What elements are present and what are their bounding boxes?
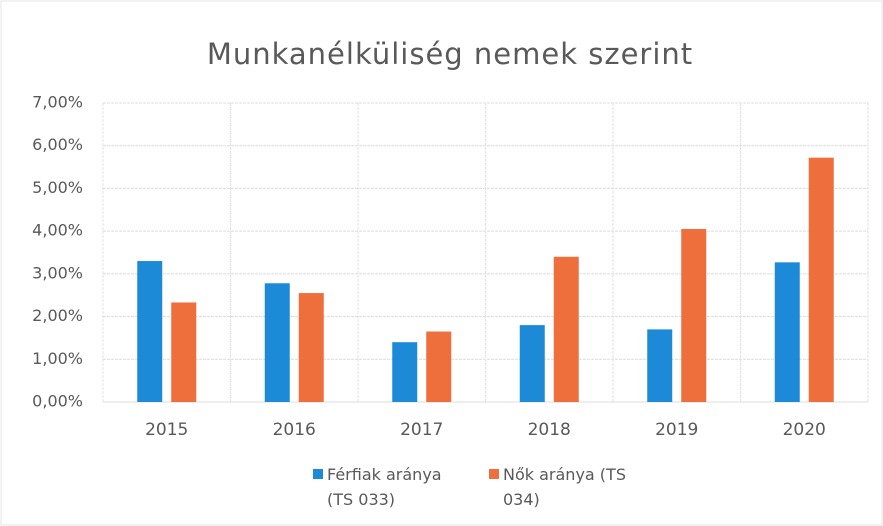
chart-title: Munkanélküliség nemek szerint — [207, 37, 693, 71]
x-tick-label: 2019 — [655, 420, 698, 440]
bar — [171, 302, 197, 402]
bar — [298, 293, 324, 402]
y-tick-label: 1,00% — [32, 349, 83, 368]
legend-item: Férfiak aránya (TS 033) — [313, 462, 467, 512]
y-tick-label: 6,00% — [32, 135, 83, 154]
legend-swatch — [313, 469, 323, 479]
y-tick-label: 3,00% — [32, 263, 83, 282]
legend-label: Nők aránya (TS 034) — [503, 465, 626, 509]
bar — [392, 342, 418, 402]
bar — [774, 262, 800, 402]
y-tick-label: 2,00% — [32, 306, 83, 325]
x-tick-label: 2018 — [528, 420, 571, 440]
bar — [808, 157, 834, 402]
legend-item: Nők aránya (TS 034) — [489, 462, 643, 512]
bar — [681, 229, 707, 402]
y-tick-label: 5,00% — [32, 178, 83, 197]
bar — [519, 325, 545, 402]
x-tick-label: 2017 — [400, 420, 443, 440]
bar — [647, 329, 673, 402]
y-tick-label: 0,00% — [32, 392, 83, 411]
y-tick-label: 4,00% — [32, 221, 83, 240]
bar — [264, 283, 290, 402]
bar — [426, 331, 452, 402]
legend-swatch — [489, 469, 499, 479]
y-tick-label: 7,00% — [32, 93, 83, 112]
bar — [553, 256, 579, 402]
legend-label: Férfiak aránya (TS 033) — [327, 465, 442, 509]
x-tick-label: 2015 — [145, 420, 188, 440]
x-tick-label: 2016 — [273, 420, 316, 440]
x-tick-label: 2020 — [783, 420, 826, 440]
bar — [137, 261, 163, 402]
